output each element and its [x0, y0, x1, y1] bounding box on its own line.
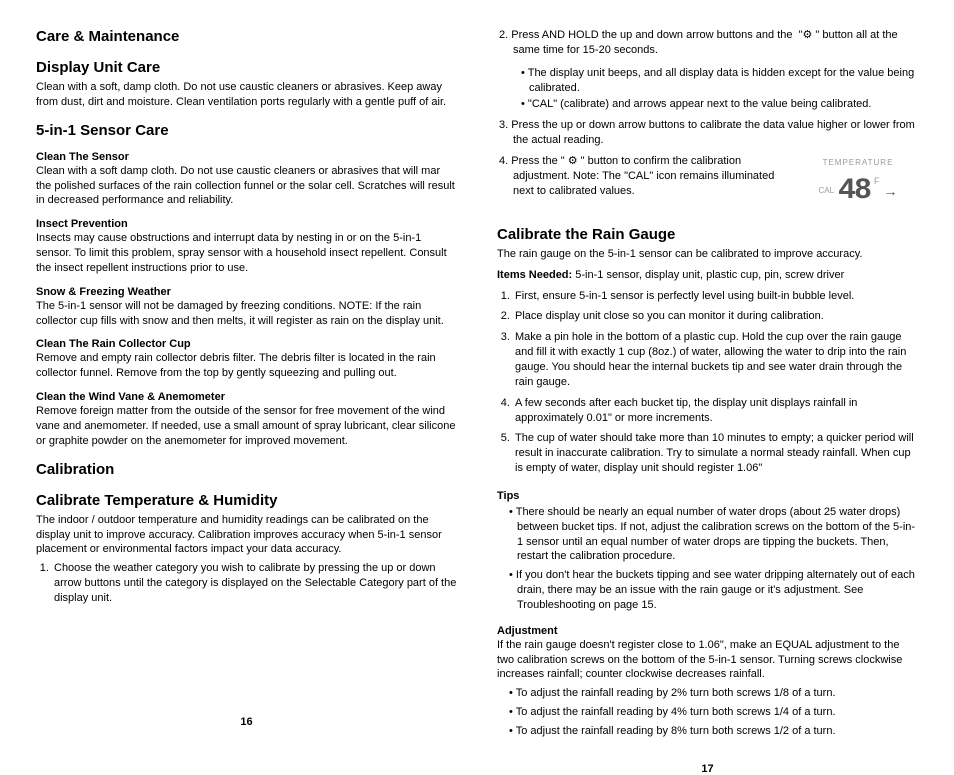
- lcd-cal-label: CAL: [818, 186, 834, 197]
- para-wind-vane: Remove foreign matter from the outside o…: [36, 404, 457, 449]
- subheading-tips: Tips: [497, 490, 918, 502]
- para-clean-sensor: Clean with a soft damp cloth. Do not use…: [36, 164, 457, 209]
- calibration-step-1: Choose the weather category you wish to …: [52, 561, 457, 606]
- adjustment-1: To adjust the rainfall reading by 2% tur…: [509, 686, 918, 701]
- heading-calibrate-temp-humidity: Calibrate Temperature & Humidity: [36, 492, 457, 509]
- left-column: Care & Maintenance Display Unit Care Cle…: [36, 28, 457, 728]
- arrow-right-icon: →: [884, 182, 898, 201]
- para-insect-prevention: Insects may cause obstructions and inter…: [36, 231, 457, 276]
- items-needed-line: Items Needed: 5-in-1 sensor, display uni…: [497, 268, 918, 283]
- heading-5in1-sensor-care: 5-in-1 Sensor Care: [36, 122, 457, 139]
- subheading-snow-freezing: Snow & Freezing Weather: [36, 286, 457, 298]
- rain-step-1: First, ensure 5-in-1 sensor is perfectly…: [513, 289, 918, 304]
- right-column: 2. Press AND HOLD the up and down arrow …: [497, 28, 918, 728]
- adjustment-3: To adjust the rainfall reading by 8% tur…: [509, 724, 918, 739]
- heading-calibration: Calibration: [36, 461, 457, 478]
- step2-bullet-2: "CAL" (calibrate) and arrows appear next…: [521, 97, 918, 112]
- page-number-left: 16: [36, 696, 457, 728]
- adjustment-2: To adjust the rainfall reading by 4% tur…: [509, 705, 918, 720]
- subheading-clean-sensor: Clean The Sensor: [36, 151, 457, 163]
- para-calibrate-temp: The indoor / outdoor temperature and hum…: [36, 513, 457, 558]
- rain-step-2: Place display unit close so you can moni…: [513, 309, 918, 324]
- para-adjustment: If the rain gauge doesn't register close…: [497, 638, 918, 683]
- lcd-digits: 48: [838, 171, 870, 212]
- para-display-care: Clean with a soft, damp cloth. Do not us…: [36, 80, 457, 110]
- para-snow-freezing: The 5-in-1 sensor will not be damaged by…: [36, 299, 457, 329]
- step2-bullet-1: The display unit beeps, and all display …: [521, 66, 918, 96]
- heading-calibrate-rain-gauge: Calibrate the Rain Gauge: [497, 226, 918, 243]
- lcd-temperature-display: TEMPERATURE CAL 48 F →: [798, 154, 918, 216]
- subheading-wind-vane: Clean the Wind Vane & Anemometer: [36, 391, 457, 403]
- tip-2: If you don't hear the buckets tipping an…: [509, 568, 918, 613]
- calibration-step-4-row: 4. Press the " ⚙ " button to confirm the…: [497, 154, 918, 216]
- subheading-rain-collector: Clean The Rain Collector Cup: [36, 338, 457, 350]
- calibration-step-2: 2. Press AND HOLD the up and down arrow …: [497, 28, 918, 58]
- page-number-right: 17: [497, 743, 918, 775]
- subheading-adjustment: Adjustment: [497, 625, 918, 637]
- rain-step-3: Make a pin hole in the bottom of a plast…: [513, 330, 918, 389]
- tip-1: There should be nearly an equal number o…: [509, 505, 918, 564]
- rain-calibration-steps: First, ensure 5-in-1 sensor is perfectly…: [497, 289, 918, 482]
- para-calibrate-rain: The rain gauge on the 5-in-1 sensor can …: [497, 247, 918, 262]
- calibration-step-3: 3. Press the up or down arrow buttons to…: [497, 118, 918, 148]
- heading-care-maintenance: Care & Maintenance: [36, 28, 457, 45]
- lcd-unit-f: F: [874, 175, 880, 187]
- calibration-step-4: 4. Press the " ⚙ " button to confirm the…: [497, 154, 788, 210]
- tips-list: There should be nearly an equal number o…: [497, 505, 918, 617]
- rain-step-4: A few seconds after each bucket tip, the…: [513, 396, 918, 426]
- para-rain-collector: Remove and empty rain collector debris f…: [36, 351, 457, 381]
- subheading-insect-prevention: Insect Prevention: [36, 218, 457, 230]
- rain-step-5: The cup of water should take more than 1…: [513, 431, 918, 476]
- step2-sub-bullets: The display unit beeps, and all display …: [497, 66, 918, 115]
- lcd-title: TEMPERATURE: [823, 158, 894, 169]
- heading-display-unit-care: Display Unit Care: [36, 59, 457, 76]
- adjustment-list: To adjust the rainfall reading by 2% tur…: [497, 686, 918, 743]
- calibration-steps-left: Choose the weather category you wish to …: [36, 561, 457, 612]
